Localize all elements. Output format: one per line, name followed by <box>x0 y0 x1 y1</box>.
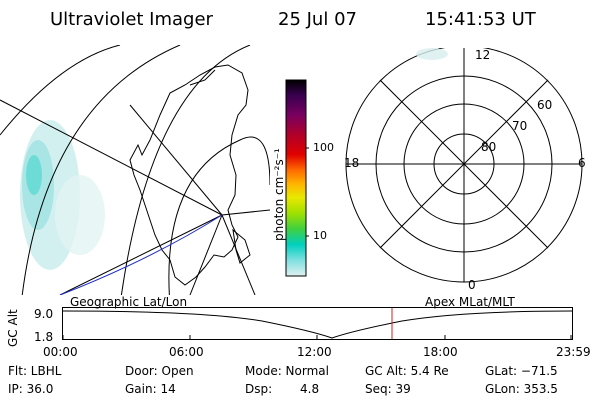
ip-value: IP: 36.0 <box>8 382 54 396</box>
geographic-map <box>0 45 270 295</box>
mlat-label-60: 60 <box>537 98 553 112</box>
geographic-panel-label: Geographic Lat/Lon <box>70 295 188 309</box>
dsp-value: 4.8 <box>300 382 320 396</box>
timeline-ytick-1-8: 1.8 <box>34 330 54 344</box>
mlt-label-0: 0 <box>468 278 476 292</box>
date-label: 25 Jul 07 <box>278 9 357 30</box>
gc-alt-value: GC Alt: 5.4 Re <box>365 364 449 378</box>
timeline-y-label: GC Alt <box>6 309 20 347</box>
colorbar-tick-10: 10 <box>313 229 327 242</box>
instrument-title: Ultraviolet Imager <box>50 9 213 30</box>
timeline-xtick-0600: 06:00 <box>169 345 204 359</box>
altitude-timeline <box>62 307 573 340</box>
mlt-label-6: 6 <box>578 156 586 170</box>
filter-label: Flt: LBHL <box>8 364 62 378</box>
dsp-label: Dsp: <box>245 382 273 396</box>
mlat-label-80: 80 <box>481 140 497 154</box>
aurora-emission <box>20 120 105 270</box>
color-scale-bar <box>285 79 309 277</box>
timeline-ytick-9: 9.0 <box>34 307 54 321</box>
timeline-xtick-1200: 12:00 <box>297 345 332 359</box>
glat-value: GLat: −71.5 <box>485 364 558 378</box>
mlat-label-70: 70 <box>512 119 528 133</box>
polar-mlat-mlt-plot <box>345 48 583 283</box>
door-status: Door: Open <box>125 364 194 378</box>
gain-value: Gain: 14 <box>125 382 176 396</box>
timeline-xtick-2359: 23:59 <box>556 345 591 359</box>
timeline-xtick-1800: 18:00 <box>423 345 458 359</box>
time-label: 15:41:53 UT <box>425 9 536 30</box>
mode-status: Mode: Normal <box>245 364 329 378</box>
colorbar-tick-100: 100 <box>313 141 334 154</box>
mlt-label-12: 12 <box>475 48 491 62</box>
timeline-xtick-0000: 00:00 <box>43 345 78 359</box>
glon-value: GLon: 353.5 <box>485 382 558 396</box>
mlt-label-18: 18 <box>344 156 360 170</box>
apex-panel-label: Apex MLat/MLT <box>425 295 515 309</box>
sequence-value: Seq: 39 <box>365 382 411 396</box>
colorbar-unit-label: photon cm⁻²s⁻¹ <box>272 148 286 241</box>
